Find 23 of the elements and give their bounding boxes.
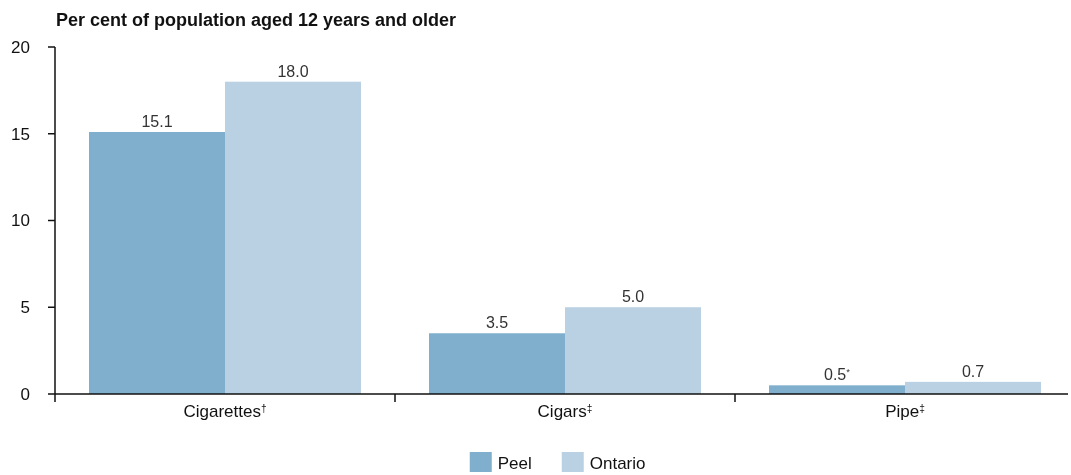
y-tick-label: 5: [20, 298, 30, 318]
bar: [769, 385, 905, 394]
x-tick-label: Cigars$^{‡}$: [537, 402, 593, 421]
bar: [225, 81, 361, 394]
data-label: 15.1: [141, 113, 173, 131]
bar: [89, 132, 225, 394]
data-label: 0.7: [961, 362, 985, 380]
bar: [429, 333, 565, 394]
data-label: 0.5$^{*}$: [824, 365, 851, 384]
data-label: 5.0: [621, 288, 645, 306]
legend-label: Ontario: [589, 454, 646, 473]
x-tick-label: Pipe$^{‡}$: [885, 402, 925, 421]
chart-title: Per cent of population aged 12 years and older: [56, 10, 457, 30]
bar: [565, 307, 701, 394]
y-tick-label: 0: [20, 384, 30, 404]
data-label: 18.0: [277, 62, 309, 80]
legend-label: Peel: [497, 454, 532, 473]
bar: [905, 381, 1041, 394]
x-tick-label: Cigarettes$^{†}$: [183, 402, 267, 421]
y-tick-label: 20: [11, 37, 30, 57]
y-tick-label: 10: [11, 211, 30, 231]
data-label: 3.5: [485, 314, 509, 332]
y-tick-label: 15: [11, 124, 30, 144]
